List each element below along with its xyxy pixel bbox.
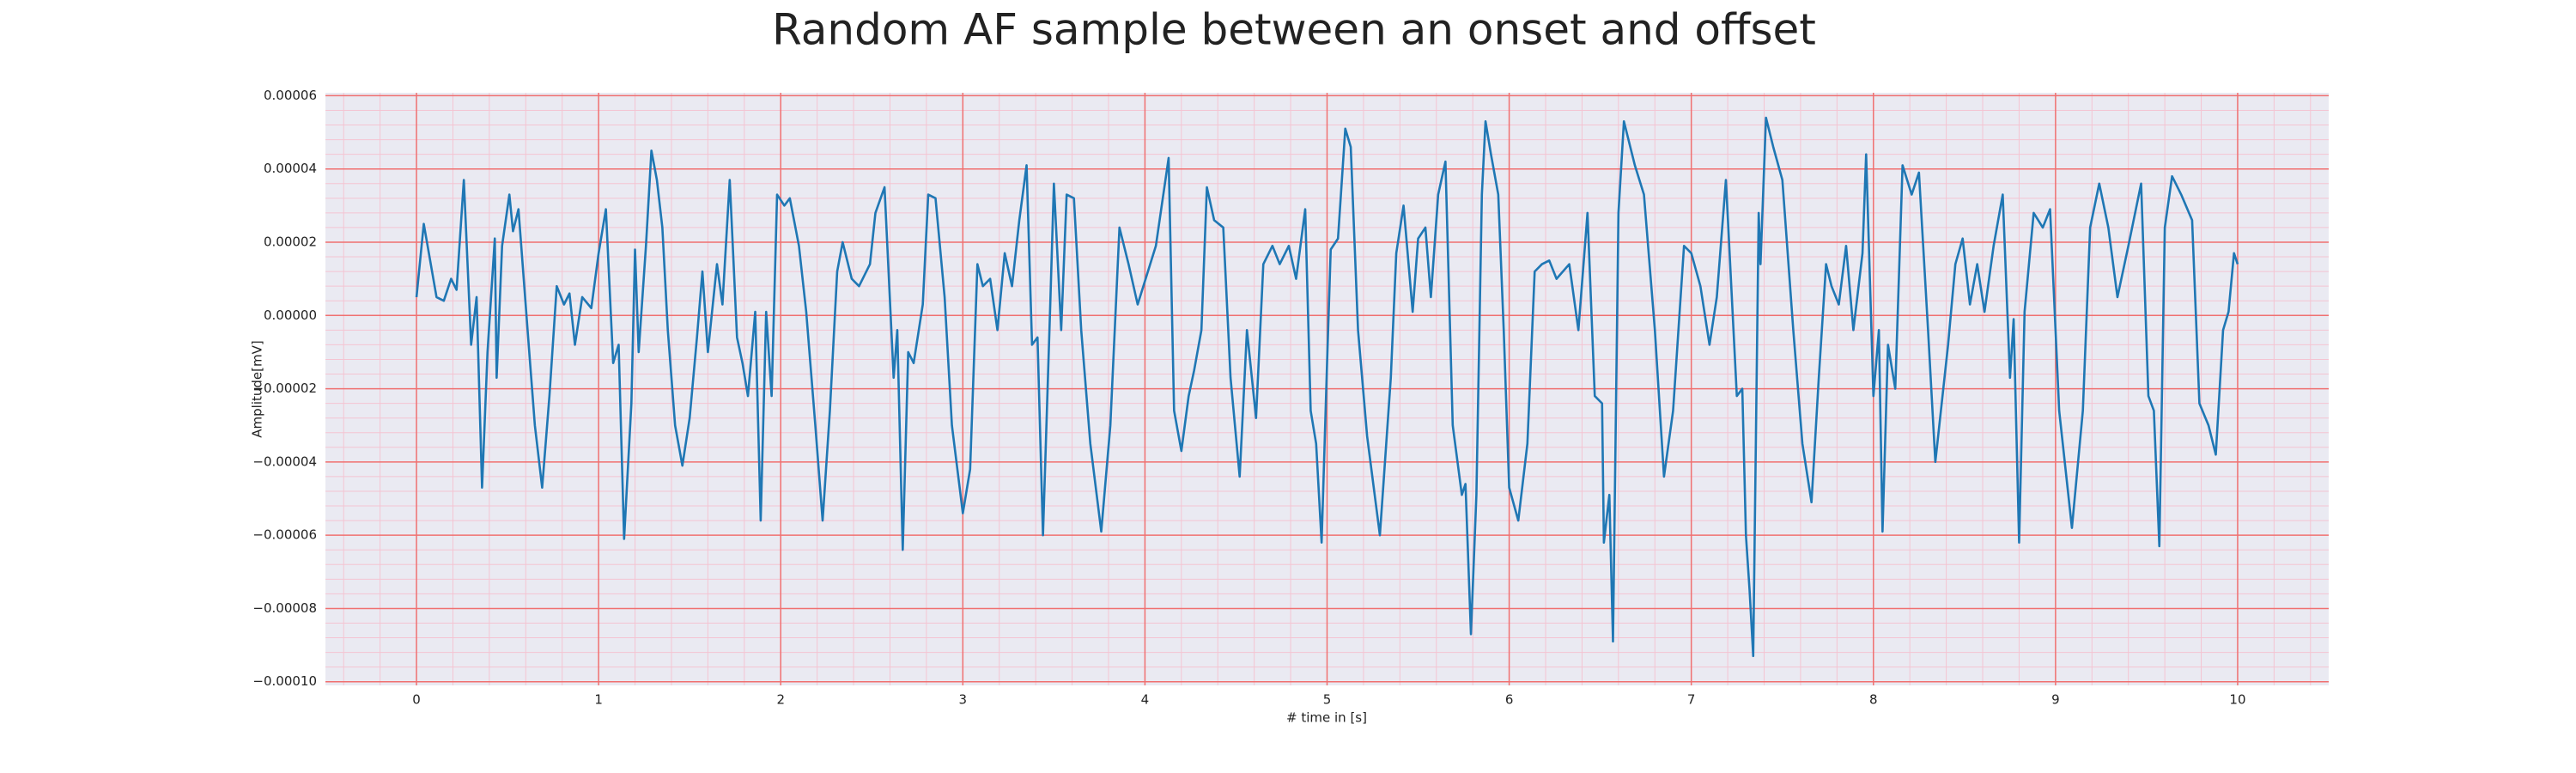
y-tick-label: −0.00002: [252, 380, 317, 396]
x-tick-label: 6: [1505, 692, 1514, 708]
y-tick-label: 0.00000: [264, 307, 317, 323]
x-axis-label: # time in [s]: [1286, 710, 1367, 726]
y-tick-label: −0.00006: [252, 527, 317, 543]
y-tick-label: −0.00010: [252, 673, 317, 689]
y-tick-label: 0.00002: [264, 234, 317, 249]
signal-line: [415, 116, 2239, 658]
x-tick-label: 3: [959, 692, 968, 708]
y-tick-label: 0.00004: [264, 161, 317, 176]
x-tick-label: 1: [594, 692, 603, 708]
x-tick-label: 10: [2229, 692, 2245, 708]
x-tick-label: 0: [412, 692, 421, 708]
y-tick-label: −0.00004: [252, 453, 317, 469]
x-tick-label: 8: [1869, 692, 1878, 708]
chart-title: Random AF sample between an onset and of…: [772, 5, 1816, 55]
x-tick-label: 9: [2051, 692, 2060, 708]
y-axis-label: Amplitude[mV]: [250, 340, 265, 437]
x-tick-label: 2: [776, 692, 785, 708]
y-tick-label: 0.00006: [264, 88, 317, 103]
x-tick-label: 5: [1323, 692, 1332, 708]
x-tick-label: 4: [1141, 692, 1150, 708]
y-tick-label: −0.00008: [252, 600, 317, 616]
x-tick-label: 7: [1687, 692, 1696, 708]
